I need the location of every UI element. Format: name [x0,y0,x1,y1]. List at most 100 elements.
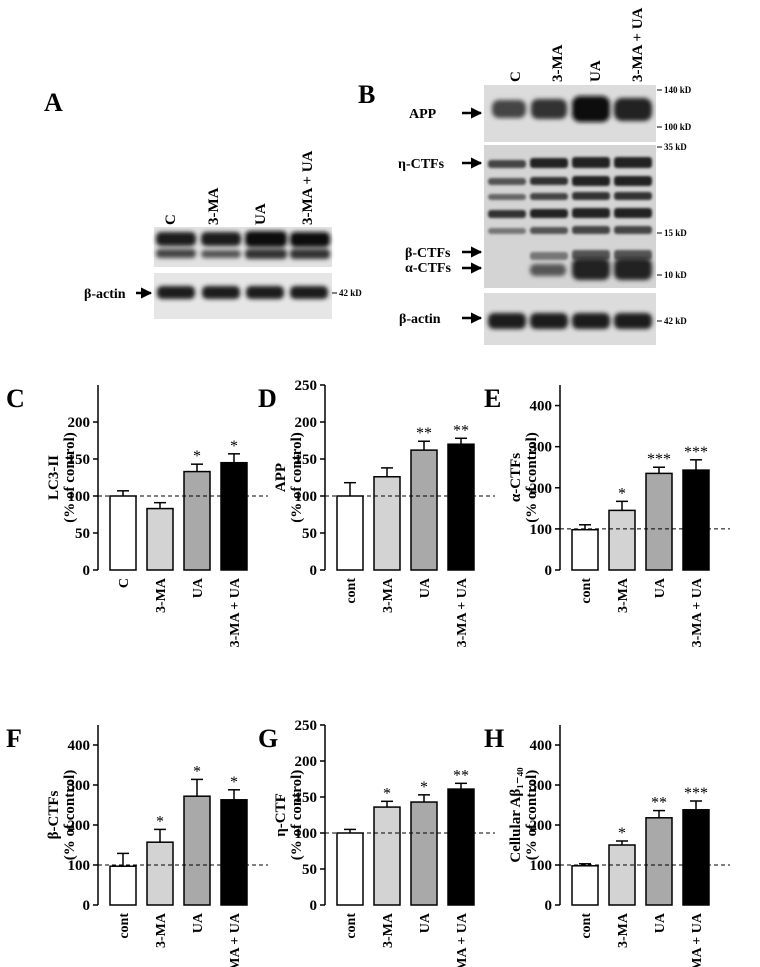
panel-label: D [258,384,277,413]
x-category-label: 3-MA [381,912,396,948]
significance-marker: * [383,785,391,802]
bar [571,865,599,906]
x-category-label: 3-MA [616,912,631,948]
blot-b-marker: 10 kD [664,270,687,280]
y-tick-label: 0 [310,898,318,914]
blot-a-lane-label: 3-MA [206,187,222,225]
y-tick-label: 50 [75,526,90,542]
y-tick-label: 200 [530,481,553,497]
y-tick-label: 250 [295,718,318,734]
blot-a-band-label: β-actin [84,287,126,302]
significance-marker: *** [684,785,708,802]
blot-b-marker: 15 kD [664,228,687,238]
y-tick-label: 300 [68,778,91,794]
significance-marker: ** [453,767,469,784]
blot-b-marker: 35 kD [664,142,687,152]
significance-marker: * [420,779,428,796]
y-tick-label: 100 [295,489,318,505]
blot-a-lc3-strip [154,227,332,267]
x-category-label: cont [579,578,594,604]
blot-b-lane-label: C [508,71,524,82]
bar [682,809,710,906]
x-category-label: cont [579,913,594,939]
y-tick-label: 0 [545,898,553,914]
blot-b-app-strip [484,85,656,142]
y-axis-label: APP [273,463,289,492]
x-category-label: 3-MA + UA [228,912,243,967]
blot-a-lane-label: C [163,214,179,225]
y-tick-label: 0 [83,563,91,579]
significance-marker: ** [651,795,667,812]
significance-marker: *** [647,451,671,468]
bar [146,507,174,571]
panel-label: C [6,384,25,413]
y-tick-label: 300 [530,440,553,456]
blot-b-band-label: APP [409,107,437,122]
y-tick-label: 50 [302,526,317,542]
y-tick-label: 0 [83,898,91,914]
bar [109,495,137,571]
bar [336,495,364,571]
panel-label-a: A [44,88,63,117]
y-axis-label: α-CTFs [508,453,524,502]
blot-a-marker: 42 kD [339,288,362,298]
significance-marker: * [618,485,626,502]
y-tick-label: 200 [68,415,91,431]
bar [183,470,211,571]
significance-marker: * [156,813,164,830]
significance-marker: ** [416,425,432,442]
significance-marker: * [193,448,201,465]
x-category-label: UA [191,577,206,598]
y-axis-label: (% of control) [62,432,78,523]
x-category-label: UA [653,912,668,933]
y-axis-label: (% of control) [62,770,78,861]
bar [410,449,438,571]
y-axis-label: η-CTF [273,793,289,837]
blot-b-marker: 140 kD [664,85,692,95]
significance-marker: *** [684,444,708,461]
blot-b-band-label: β-CTFs [405,246,451,261]
y-tick-label: 100 [68,489,91,505]
panel-label: F [6,724,22,753]
y-tick-label: 200 [68,818,91,834]
y-tick-label: 150 [295,790,318,806]
blot-a-lane-label: 3-MA + UA [300,150,316,225]
y-tick-label: 200 [295,415,318,431]
blot-b-band-label: η-CTFs [398,157,445,172]
y-tick-label: 100 [68,858,91,874]
blot-b-lane-label: 3-MA [550,44,566,82]
bar [608,509,636,571]
bar [571,528,599,571]
blot-b-lane-label: UA [588,60,604,82]
y-axis-label: (% of control) [524,770,540,861]
y-tick-label: 100 [530,522,553,538]
x-category-label: UA [418,577,433,598]
bar [682,469,710,571]
bar-chart-eta-ctf: G 0 50 100 150 200 250 η-CTF (% of control) cont *… [258,718,495,967]
x-category-label: 3-MA + UA [455,912,470,967]
x-category-label: 3-MA [381,577,396,613]
x-category-label: cont [344,913,359,939]
panel-label-b: B [358,80,375,109]
x-category-label: C [117,578,132,588]
significance-marker: * [230,774,238,791]
y-tick-label: 200 [530,818,553,834]
bar [447,443,475,571]
x-category-label: UA [418,912,433,933]
bar [220,461,248,571]
blot-b-ctf-strip [484,145,656,288]
bar [220,799,248,906]
x-category-label: 3-MA [154,912,169,948]
significance-marker: * [618,825,626,842]
blot-a-lane-label: UA [253,203,269,225]
bar [608,844,636,906]
bar [645,472,673,571]
bar-chart-alpha-ctfs: E 0 100 200 300 400 α-CTFs (% of control) cont * 3… [484,384,730,647]
y-tick-label: 200 [295,754,318,770]
y-axis-label: (% of control) [289,432,305,523]
y-axis-label: (% of control) [289,770,305,861]
y-tick-label: 400 [530,399,553,415]
blot-b-band-label: α-CTFs [405,261,451,276]
bar-chart-beta-ctfs: F 0 100 200 300 400 β-CTFs (% of control) cont * 3… [6,724,268,967]
